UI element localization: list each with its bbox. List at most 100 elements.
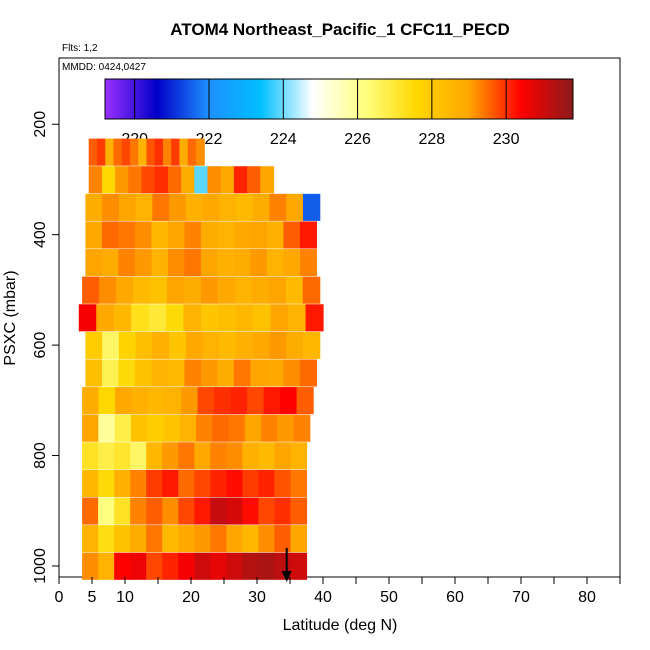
heatmap-cell <box>88 138 98 166</box>
x-tick-label: 80 <box>578 589 596 606</box>
heatmap-cell <box>283 359 301 387</box>
heatmap-cell <box>269 331 287 359</box>
heatmap-cell <box>290 469 308 497</box>
heatmap-cell <box>280 387 298 415</box>
heatmap-cell <box>226 442 243 470</box>
heatmap-cell <box>98 387 116 415</box>
heatmap-cell <box>274 469 292 497</box>
heatmap-cell <box>163 414 181 442</box>
heatmap-cell <box>181 166 195 194</box>
heatmap-cell <box>200 249 218 277</box>
heatmap-cell <box>116 276 134 304</box>
heatmap-cell <box>217 249 235 277</box>
x-tick-label: 5 <box>88 589 97 606</box>
heatmap-cell <box>242 552 260 580</box>
heatmap-cell <box>302 193 321 221</box>
heatmap-cell <box>200 221 218 249</box>
heatmap-cell <box>151 359 169 387</box>
heatmap-cell <box>230 387 248 415</box>
heatmap-cell <box>105 138 115 166</box>
heatmap-cell <box>121 138 131 166</box>
heatmap-cell <box>147 414 165 442</box>
heatmap-cell <box>269 193 287 221</box>
heatmap-cell <box>114 497 131 525</box>
x-tick-label: 20 <box>182 589 200 606</box>
heatmap-cell <box>242 442 260 470</box>
heatmap-cell <box>115 166 129 194</box>
heatmap-cell <box>162 138 172 166</box>
heatmap-cell <box>210 552 227 580</box>
heatmap-cell <box>134 249 152 277</box>
heatmap-cell <box>148 304 167 332</box>
heatmap-cell <box>88 166 103 194</box>
heatmap-cell <box>185 193 204 221</box>
heatmap-cell <box>101 221 119 249</box>
heatmap-cell <box>207 166 222 194</box>
heatmap-cell <box>98 414 116 442</box>
heatmap-cell <box>261 414 278 442</box>
heatmap-cell <box>129 138 139 166</box>
heatmap-cell <box>162 525 179 553</box>
heatmap-cell <box>130 469 147 497</box>
heatmap-cell <box>114 469 131 497</box>
heatmap-cell <box>242 469 260 497</box>
heatmap-cell <box>250 249 268 277</box>
heatmap-cell <box>130 497 147 525</box>
dates-label: MMDD: 0424,0427 <box>62 62 146 73</box>
y-tick-label: 200 <box>32 111 49 138</box>
heatmap-cell <box>219 331 237 359</box>
y-tick-label: 1000 <box>32 548 49 584</box>
heatmap-cell <box>247 166 261 194</box>
heatmap-cell <box>85 193 103 221</box>
heatmap-cell <box>114 552 131 580</box>
heatmap-cell <box>98 497 115 525</box>
heatmap-cell <box>290 552 308 580</box>
y-axis: 200 400 600 800 1000 <box>32 111 59 584</box>
heatmap-cell <box>305 304 324 332</box>
heatmap-cell <box>183 276 202 304</box>
heatmap-cell <box>263 387 281 415</box>
heatmap-cell <box>194 497 211 525</box>
heatmap-cell <box>130 525 147 553</box>
heatmap-cell <box>78 304 97 332</box>
heatmap-cell <box>200 276 219 304</box>
heatmap-cell <box>151 221 169 249</box>
heatmap-cell <box>290 442 308 470</box>
heatmap-cell <box>194 166 209 194</box>
heatmap-cell <box>166 276 185 304</box>
heatmap-cell <box>131 387 149 415</box>
y-tick-label: 800 <box>32 442 49 469</box>
heatmap-cell <box>296 387 314 415</box>
heatmap-cell <box>299 249 317 277</box>
heatmap-cell <box>220 166 235 194</box>
heatmap-cell <box>202 193 220 221</box>
heatmap-cell <box>115 387 133 415</box>
heatmap-cell <box>178 552 195 580</box>
heatmap-cell <box>118 331 137 359</box>
heatmap-cell <box>82 497 99 525</box>
heatmap-cell <box>162 442 179 470</box>
heatmap-cell <box>146 138 156 166</box>
down-arrow-head <box>281 570 292 582</box>
heatmap-cell <box>242 525 260 553</box>
heatmap-cell <box>82 276 100 304</box>
heatmap-cell <box>266 221 284 249</box>
heatmap-cell <box>167 359 185 387</box>
heatmap-cell <box>164 387 182 415</box>
y-tick-label: 600 <box>32 332 49 359</box>
heatmap-cell <box>233 221 251 249</box>
heatmap-cell <box>178 469 195 497</box>
heatmap-cell <box>285 276 304 304</box>
heatmap-cell <box>96 304 115 332</box>
heatmap-cell <box>214 387 232 415</box>
heatmap-cell <box>178 525 195 553</box>
heatmap-cell <box>274 497 292 525</box>
heatmap-cell <box>251 276 270 304</box>
heatmap-cell <box>130 414 148 442</box>
heatmap-cell <box>114 414 132 442</box>
heatmap-cell <box>179 138 189 166</box>
heatmap-cell <box>134 359 152 387</box>
heatmap-cell <box>101 249 119 277</box>
heatmap-cell <box>85 359 103 387</box>
heatmap-cell <box>247 387 265 415</box>
